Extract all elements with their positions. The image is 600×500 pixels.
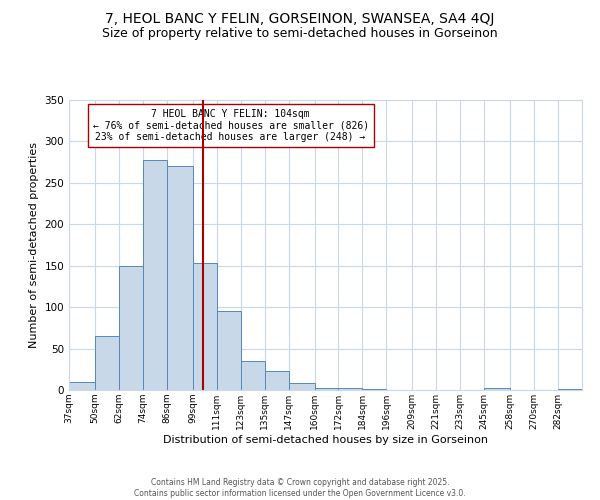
Text: 7 HEOL BANC Y FELIN: 104sqm
← 76% of semi-detached houses are smaller (826)
23% : 7 HEOL BANC Y FELIN: 104sqm ← 76% of sem…	[92, 108, 368, 142]
Bar	[95, 336, 119, 390]
Bar	[193, 263, 217, 390]
Bar	[217, 312, 241, 390]
Bar	[167, 166, 193, 390]
Bar	[484, 388, 510, 390]
Bar	[265, 371, 289, 390]
Bar	[558, 389, 582, 390]
Bar	[289, 382, 314, 390]
Text: Size of property relative to semi-detached houses in Gorseinon: Size of property relative to semi-detach…	[102, 28, 498, 40]
X-axis label: Distribution of semi-detached houses by size in Gorseinon: Distribution of semi-detached houses by …	[163, 434, 488, 444]
Y-axis label: Number of semi-detached properties: Number of semi-detached properties	[29, 142, 39, 348]
Bar	[143, 160, 167, 390]
Bar	[69, 382, 95, 390]
Bar	[338, 388, 362, 390]
Bar	[362, 389, 386, 390]
Bar	[241, 361, 265, 390]
Text: 7, HEOL BANC Y FELIN, GORSEINON, SWANSEA, SA4 4QJ: 7, HEOL BANC Y FELIN, GORSEINON, SWANSEA…	[106, 12, 494, 26]
Bar	[119, 266, 143, 390]
Bar	[314, 388, 338, 390]
Text: Contains HM Land Registry data © Crown copyright and database right 2025.
Contai: Contains HM Land Registry data © Crown c…	[134, 478, 466, 498]
